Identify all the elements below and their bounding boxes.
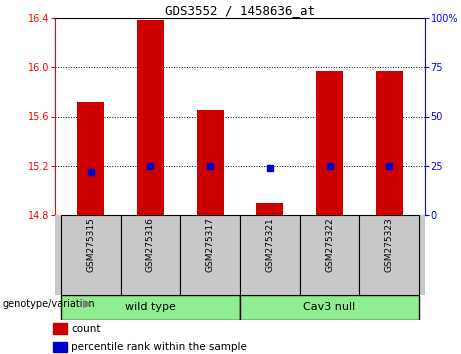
Text: genotype/variation: genotype/variation — [2, 299, 95, 309]
Bar — [240, 215, 300, 295]
Text: Cav3 null: Cav3 null — [303, 303, 355, 313]
Bar — [53, 324, 67, 333]
Bar — [61, 295, 240, 320]
Bar — [316, 71, 343, 215]
Title: GDS3552 / 1458636_at: GDS3552 / 1458636_at — [165, 4, 315, 17]
Bar — [53, 342, 67, 352]
Bar — [376, 71, 402, 215]
Bar — [360, 215, 419, 295]
Bar — [180, 215, 240, 295]
Text: wild type: wild type — [125, 303, 176, 313]
Bar — [121, 215, 180, 295]
Bar — [77, 102, 104, 215]
Text: GSM275323: GSM275323 — [384, 217, 394, 272]
Text: GSM275315: GSM275315 — [86, 217, 95, 272]
Bar — [137, 21, 164, 215]
Text: count: count — [71, 324, 101, 333]
Text: percentile rank within the sample: percentile rank within the sample — [71, 342, 248, 352]
Text: GSM275322: GSM275322 — [325, 217, 334, 272]
Bar — [61, 215, 121, 295]
Bar — [256, 203, 283, 215]
Text: GSM275316: GSM275316 — [146, 217, 155, 272]
Text: GSM275317: GSM275317 — [206, 217, 215, 272]
Bar — [240, 295, 419, 320]
Text: ▶: ▶ — [83, 299, 91, 309]
Bar — [197, 110, 224, 215]
Bar — [300, 215, 360, 295]
Text: GSM275321: GSM275321 — [266, 217, 274, 272]
